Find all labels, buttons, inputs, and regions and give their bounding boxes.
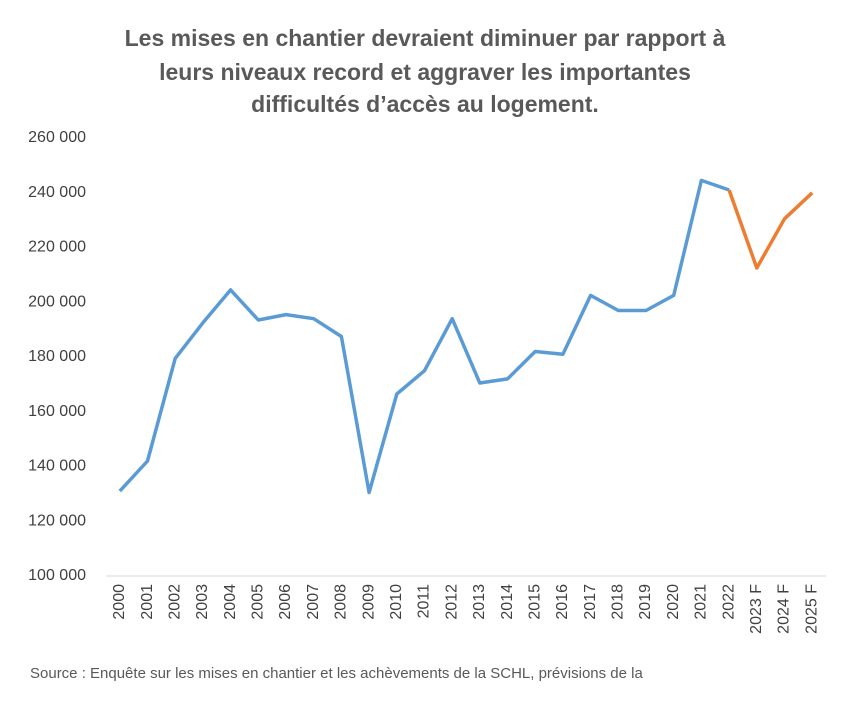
x-tick-label: 2012 (443, 584, 460, 620)
x-tick-label: 2004 (222, 584, 239, 620)
chart-title: Les mises en chantier devraient diminuer… (125, 25, 726, 51)
x-tick-label: 2019 (637, 584, 654, 620)
x-tick-label: 2022 (720, 584, 737, 620)
y-tick-label: 220 000 (28, 239, 86, 256)
source-note: Source : Enquête sur les mises en chanti… (30, 665, 643, 682)
chart-title: difficultés d’accès au logement. (251, 91, 599, 117)
x-tick-label: 2005 (250, 584, 267, 620)
x-tick-label: 2013 (471, 584, 488, 620)
x-tick-label: 2000 (111, 584, 128, 620)
x-tick-label: 2021 (693, 584, 710, 620)
x-tick-label: 2015 (526, 584, 543, 620)
x-tick-label: 2024 F (776, 584, 793, 634)
x-tick-label: 2003 (194, 584, 211, 620)
x-tick-label: 2014 (499, 584, 516, 620)
x-tick-label: 2011 (416, 584, 433, 619)
chart-title: leurs niveaux record et aggraver les imp… (159, 59, 691, 85)
y-tick-label: 100 000 (28, 567, 86, 584)
x-tick-label: 2016 (554, 584, 571, 620)
x-tick-label: 2007 (305, 584, 322, 620)
x-tick-label: 2018 (610, 584, 627, 620)
x-tick-label: 2017 (582, 584, 599, 620)
x-tick-label: 2025 F (803, 584, 820, 634)
x-tick-label: 2009 (360, 584, 377, 620)
y-tick-label: 200 000 (28, 293, 86, 310)
y-tick-label: 140 000 (28, 458, 86, 475)
series-line (118, 178, 730, 495)
y-tick-label: 120 000 (28, 512, 86, 529)
y-tick-label: 180 000 (28, 348, 86, 365)
x-tick-label: 2010 (388, 584, 405, 620)
y-tick-label: 160 000 (28, 403, 86, 420)
x-tick-label: 2020 (665, 584, 682, 620)
y-tick-label: 240 000 (28, 184, 86, 201)
y-tick-label: 260 000 (28, 129, 86, 146)
x-tick-label: 2002 (166, 584, 183, 620)
x-tick-label: 2001 (139, 584, 156, 620)
x-tick-label: 2023 F (748, 584, 765, 634)
x-tick-label: 2006 (277, 584, 294, 620)
x-tick-label: 2008 (333, 584, 350, 620)
series-line (727, 189, 814, 270)
